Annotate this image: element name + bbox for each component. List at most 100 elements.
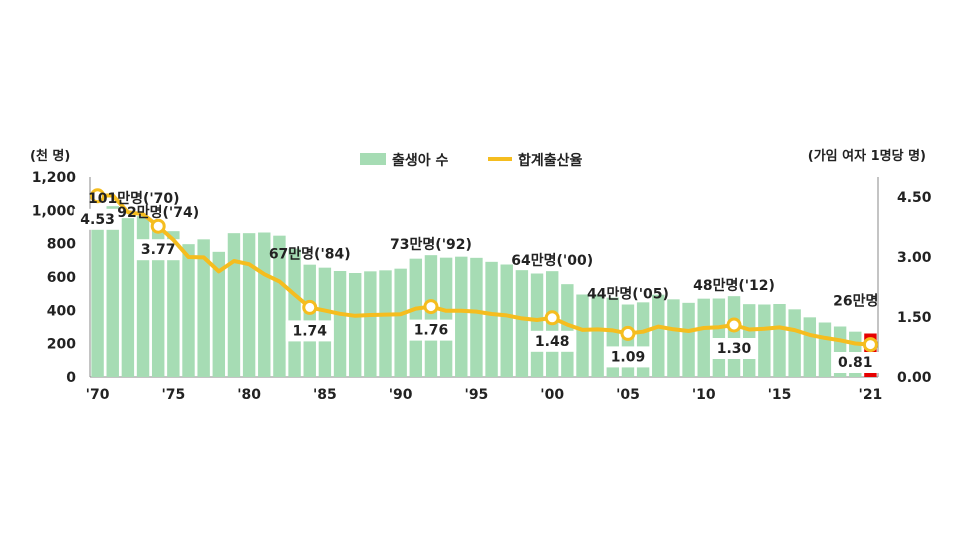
rate-label-box <box>134 239 183 261</box>
left-tick-label: 1,200 <box>32 170 77 186</box>
rate-label: 0.81 <box>838 355 873 371</box>
left-tick-label: 1,000 <box>32 203 77 219</box>
bar <box>515 270 529 377</box>
rate-label-box <box>831 352 880 373</box>
bar <box>803 317 817 377</box>
bar <box>591 294 604 377</box>
rate-label-box <box>710 338 759 359</box>
right-axis-unit: (가임 여자 1명당 명) <box>808 148 926 164</box>
bar <box>227 233 241 377</box>
bar <box>485 261 498 377</box>
fertility-marker <box>90 188 106 204</box>
bar <box>121 218 135 377</box>
birth-annotation: 92만명('74) <box>117 204 199 221</box>
bar <box>364 271 377 377</box>
birth-annotation: 64만명('00) <box>511 252 593 269</box>
x-tick-label: '70 <box>86 387 110 403</box>
fertility-marker <box>150 218 166 234</box>
left-axis-unit: (천 명) <box>30 148 70 164</box>
bar <box>561 284 574 377</box>
left-tick-label: 400 <box>47 303 76 319</box>
bar <box>348 273 362 377</box>
x-tick-label: '95 <box>465 387 489 403</box>
fertility-line-layer <box>90 188 878 353</box>
bar <box>197 239 210 377</box>
left-axis-ticks: 1,200 1,000 800 600 400 200 0 <box>32 170 77 386</box>
bar <box>379 270 392 377</box>
bar <box>576 294 589 377</box>
x-tick-label: '10 <box>692 387 716 403</box>
bar <box>167 231 180 377</box>
fertility-rate-labels: 4.53 3.77 1.74 1.76 1.48 1.09 1.30 0.81 <box>73 208 880 373</box>
bar <box>712 298 726 377</box>
bar <box>682 302 695 377</box>
legend-label-births: 출생아 수 <box>392 152 449 169</box>
bar <box>91 209 104 377</box>
chart-legend: 출생아 수 합계출산율 <box>360 152 583 169</box>
x-tick-label: '85 <box>313 387 337 403</box>
bar <box>333 271 347 377</box>
bar <box>182 244 195 377</box>
right-tick-label: 4.50 <box>897 190 932 206</box>
bar <box>455 256 468 377</box>
birth-annotation: 48만명('12) <box>693 277 775 294</box>
rate-label: 4.53 <box>80 212 115 228</box>
bar <box>106 206 119 377</box>
bar <box>530 273 544 377</box>
right-tick-label: 3.00 <box>897 250 932 266</box>
rate-label: 3.77 <box>141 242 176 258</box>
x-tick-label: '90 <box>389 387 413 403</box>
bar <box>409 258 423 377</box>
bar <box>242 233 256 377</box>
left-tick-label: 800 <box>47 237 76 253</box>
rate-label: 1.74 <box>292 323 327 339</box>
bar <box>500 264 513 377</box>
fertility-marker <box>862 337 878 353</box>
x-tick-label: '75 <box>161 387 185 403</box>
left-tick-label: 200 <box>47 337 76 353</box>
rate-label-box <box>406 319 455 341</box>
bar <box>273 235 286 377</box>
legend-swatch-births <box>360 153 386 165</box>
rate-label: 1.30 <box>717 341 752 357</box>
bar <box>151 223 165 377</box>
right-tick-label: 0.00 <box>897 370 932 386</box>
left-tick-label: 0 <box>66 370 76 386</box>
x-tick-label: '21 <box>859 387 883 403</box>
bar <box>667 299 680 377</box>
fertility-marker <box>423 299 439 315</box>
bar <box>394 268 407 377</box>
bar <box>652 294 665 377</box>
rate-label: 1.76 <box>414 323 449 339</box>
fertility-marker <box>620 325 636 341</box>
x-tick-label: '00 <box>540 387 564 403</box>
rate-label-box <box>528 330 577 352</box>
rate-label-box <box>285 320 334 342</box>
bar <box>788 309 801 377</box>
birth-annotation: 44만명('05) <box>587 286 669 303</box>
fertility-marker <box>302 299 318 315</box>
birth-bars <box>91 206 877 377</box>
bar <box>288 248 301 377</box>
birth-annotation: 101만명('70) <box>88 190 180 207</box>
bar <box>727 296 741 377</box>
rate-label-box <box>603 346 652 368</box>
birth-annotation: 26만명 <box>833 293 878 310</box>
bar <box>470 257 483 377</box>
bar <box>424 255 438 377</box>
bar <box>758 304 771 377</box>
rate-label: 1.48 <box>535 334 570 350</box>
left-tick-label: 600 <box>47 270 76 286</box>
fertility-line <box>97 193 871 347</box>
birth-annotation: 67만명('84) <box>269 246 351 263</box>
legend-label-fertility: 합계출산율 <box>518 152 583 169</box>
x-tick-label: '15 <box>768 387 792 403</box>
x-axis-ticks: '70 '75 '80 '85 '90 '95 '00 '05 '10 '15 '21 <box>86 387 883 403</box>
right-axis-ticks: 4.50 3.00 1.50 0.00 <box>897 190 932 386</box>
bar <box>212 251 226 377</box>
fertility-marker <box>726 317 742 333</box>
x-tick-label: '80 <box>237 387 261 403</box>
rate-label: 1.09 <box>611 349 646 365</box>
x-tick-label: '05 <box>616 387 640 403</box>
